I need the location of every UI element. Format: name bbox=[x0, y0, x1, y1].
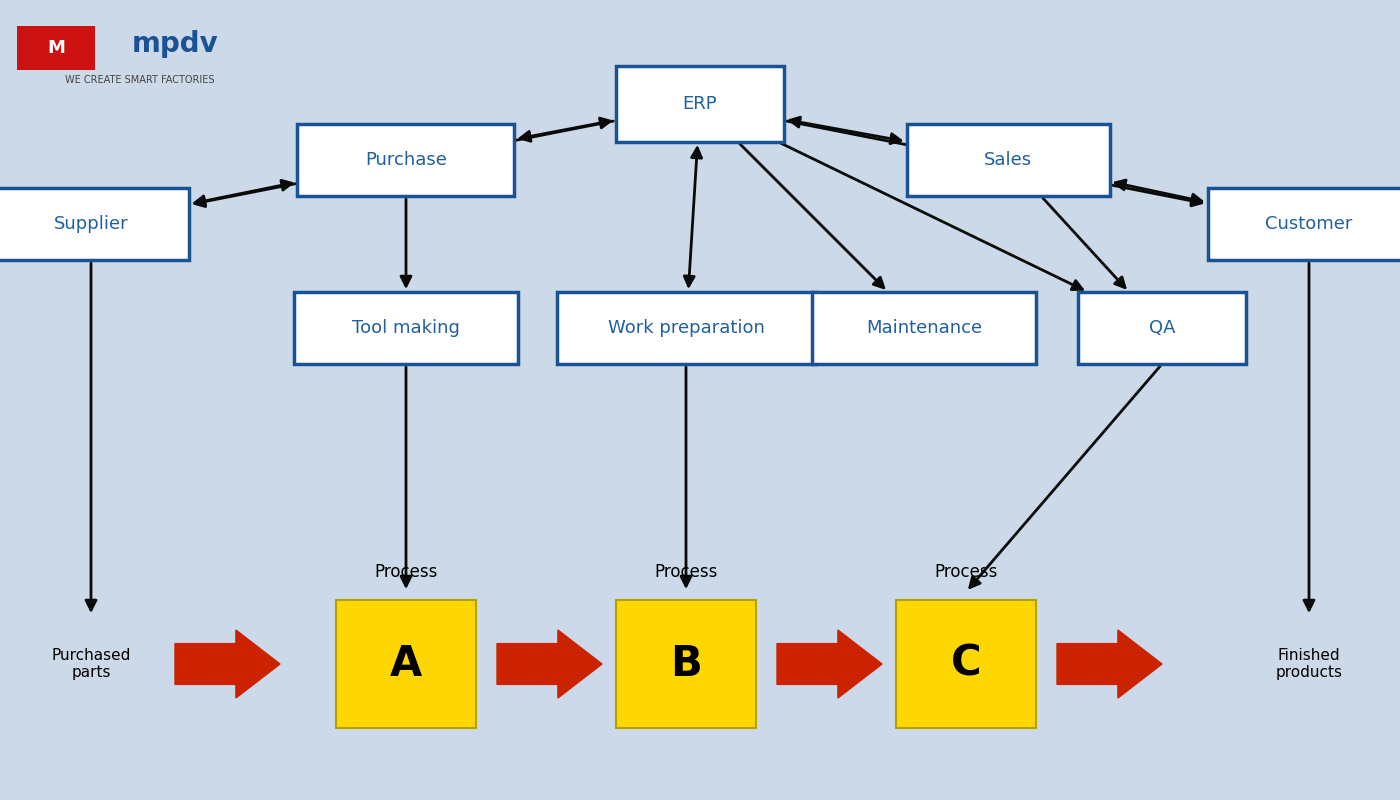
FancyBboxPatch shape bbox=[294, 292, 518, 364]
FancyBboxPatch shape bbox=[896, 600, 1036, 728]
Polygon shape bbox=[497, 630, 602, 698]
Text: Sales: Sales bbox=[984, 151, 1032, 169]
Text: Tool making: Tool making bbox=[351, 319, 461, 337]
Text: M: M bbox=[48, 39, 64, 57]
Text: A: A bbox=[389, 643, 423, 685]
Text: B: B bbox=[671, 643, 701, 685]
FancyBboxPatch shape bbox=[557, 292, 815, 364]
FancyBboxPatch shape bbox=[17, 26, 95, 70]
FancyBboxPatch shape bbox=[0, 188, 189, 260]
Text: Process: Process bbox=[934, 563, 998, 581]
Text: Supplier: Supplier bbox=[53, 215, 129, 233]
Text: Finished
products: Finished products bbox=[1275, 648, 1343, 680]
Text: Purchased
parts: Purchased parts bbox=[52, 648, 130, 680]
Text: QA: QA bbox=[1149, 319, 1175, 337]
Polygon shape bbox=[777, 630, 882, 698]
Text: Maintenance: Maintenance bbox=[867, 319, 981, 337]
FancyBboxPatch shape bbox=[616, 66, 784, 142]
FancyBboxPatch shape bbox=[297, 124, 514, 196]
Text: Customer: Customer bbox=[1266, 215, 1352, 233]
Polygon shape bbox=[175, 630, 280, 698]
Polygon shape bbox=[1057, 630, 1162, 698]
Text: Work preparation: Work preparation bbox=[608, 319, 764, 337]
Text: C: C bbox=[951, 643, 981, 685]
Text: Process: Process bbox=[654, 563, 718, 581]
Text: mpdv: mpdv bbox=[132, 30, 218, 58]
FancyBboxPatch shape bbox=[616, 600, 756, 728]
FancyBboxPatch shape bbox=[812, 292, 1036, 364]
Text: ERP: ERP bbox=[683, 95, 717, 113]
Text: Process: Process bbox=[374, 563, 438, 581]
Text: Purchase: Purchase bbox=[365, 151, 447, 169]
FancyBboxPatch shape bbox=[1207, 188, 1400, 260]
Text: WE CREATE SMART FACTORIES: WE CREATE SMART FACTORIES bbox=[66, 75, 214, 85]
FancyBboxPatch shape bbox=[907, 124, 1109, 196]
FancyBboxPatch shape bbox=[1078, 292, 1246, 364]
FancyBboxPatch shape bbox=[336, 600, 476, 728]
